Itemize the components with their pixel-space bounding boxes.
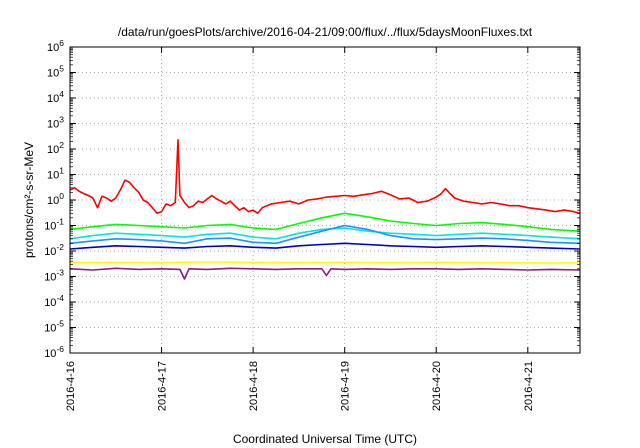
y-tick-label: 10-4 [44, 293, 64, 309]
y-tick-label: 10-5 [44, 319, 64, 335]
y-tick-base: 10 [47, 42, 59, 54]
series-line-2 [69, 227, 581, 240]
y-tick-label: 10-3 [44, 268, 64, 284]
y-tick-exponent: -5 [56, 319, 64, 329]
series-line-0 [69, 139, 581, 215]
x-tick-label: 2016-4-21 [523, 361, 535, 411]
y-tick-exponent: -6 [56, 344, 64, 354]
y-tick-exponent: -2 [56, 242, 64, 252]
x-axis-label: Coordinated Universal Time (UTC) [233, 432, 417, 446]
y-tick-base: 10 [47, 119, 59, 131]
y-tick-base: 10 [47, 144, 59, 156]
series-line-4 [69, 242, 581, 250]
y-tick-base: 10 [44, 323, 56, 335]
y-tick-label: 102 [47, 140, 64, 156]
y-tick-base: 10 [47, 68, 59, 80]
y-tick-base: 10 [44, 221, 56, 233]
y-tick-exponent: 6 [59, 38, 64, 48]
x-tick-label: 2016-4-19 [340, 361, 352, 411]
y-tick-label: 10-1 [44, 217, 64, 233]
y-tick-label: 105 [47, 64, 64, 80]
y-tick-label: 103 [47, 115, 64, 131]
x-tick-label: 2016-4-20 [431, 361, 443, 411]
y-tick-base: 10 [47, 93, 59, 105]
y-tick-label: 106 [47, 38, 64, 54]
y-tick-label: 101 [47, 166, 64, 182]
y-tick-exponent: 3 [59, 115, 64, 125]
y-tick-exponent: -1 [56, 217, 64, 227]
y-tick-exponent: 4 [59, 89, 64, 99]
y-tick-base: 10 [44, 246, 56, 258]
y-tick-base: 10 [44, 297, 56, 309]
y-tick-exponent: 2 [59, 140, 64, 150]
y-tick-base: 10 [44, 348, 56, 360]
y-tick-base: 10 [47, 170, 59, 182]
y-tick-label: 10-6 [44, 344, 64, 360]
x-tick-label: 2016-4-16 [65, 361, 77, 411]
y-tick-label: 104 [47, 89, 64, 105]
grid [70, 47, 580, 353]
chart-title: /data/run/goesPlots/archive/2016-04-21/0… [118, 25, 533, 39]
y-tick-exponent: -4 [56, 293, 64, 303]
y-tick-exponent: 1 [59, 166, 64, 176]
series-line-1 [69, 212, 581, 232]
y-tick-label: 100 [47, 191, 64, 207]
x-tick-label: 2016-4-18 [248, 361, 260, 411]
x-axis-ticks: 2016-4-16 2016-4-17 2016-4-18 2016-4-19 2016… [65, 47, 535, 411]
y-axis-ticks: 10-610-510-410-310-210-11001011021031041… [44, 38, 580, 360]
y-tick-base: 10 [47, 195, 59, 207]
series-line-3 [69, 224, 581, 245]
y-tick-exponent: -3 [56, 268, 64, 278]
series-line-5 [69, 261, 580, 264]
y-tick-exponent: 0 [59, 191, 64, 201]
y-tick-label: 10-2 [44, 242, 64, 258]
x-tick-label: 2016-4-17 [157, 361, 169, 411]
series-line-6 [69, 267, 581, 280]
y-axis-label: protons/cm²-s-sr-MeV [22, 142, 36, 258]
y-tick-base: 10 [44, 272, 56, 284]
series-group [69, 139, 581, 280]
y-tick-exponent: 5 [59, 64, 64, 74]
